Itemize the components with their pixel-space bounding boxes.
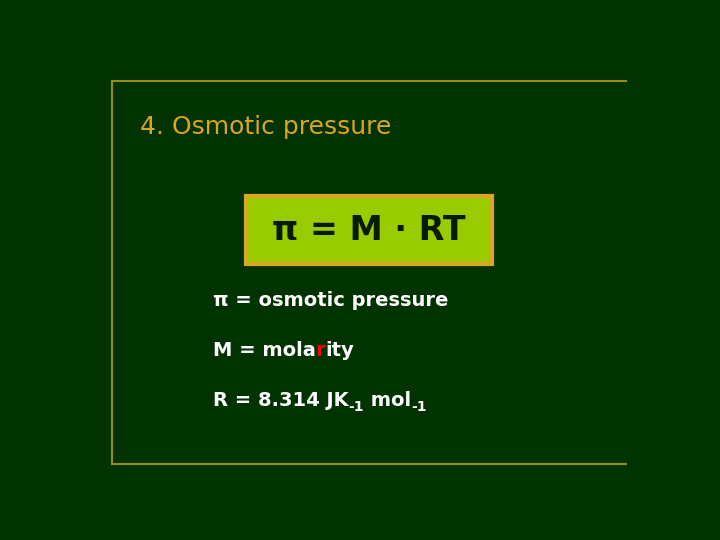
Text: π = M · RT: π = M · RT <box>272 214 466 247</box>
Text: R = 8.314 JK: R = 8.314 JK <box>213 391 348 410</box>
Text: r: r <box>315 341 325 360</box>
Text: -1: -1 <box>411 400 426 414</box>
Text: π = osmotic pressure: π = osmotic pressure <box>213 292 448 310</box>
FancyBboxPatch shape <box>246 196 492 265</box>
Text: mol: mol <box>364 391 411 410</box>
Text: -1: -1 <box>348 400 364 414</box>
Text: M = mola: M = mola <box>213 341 315 360</box>
Text: 4. Osmotic pressure: 4. Osmotic pressure <box>140 114 392 139</box>
Text: ity: ity <box>325 341 354 360</box>
